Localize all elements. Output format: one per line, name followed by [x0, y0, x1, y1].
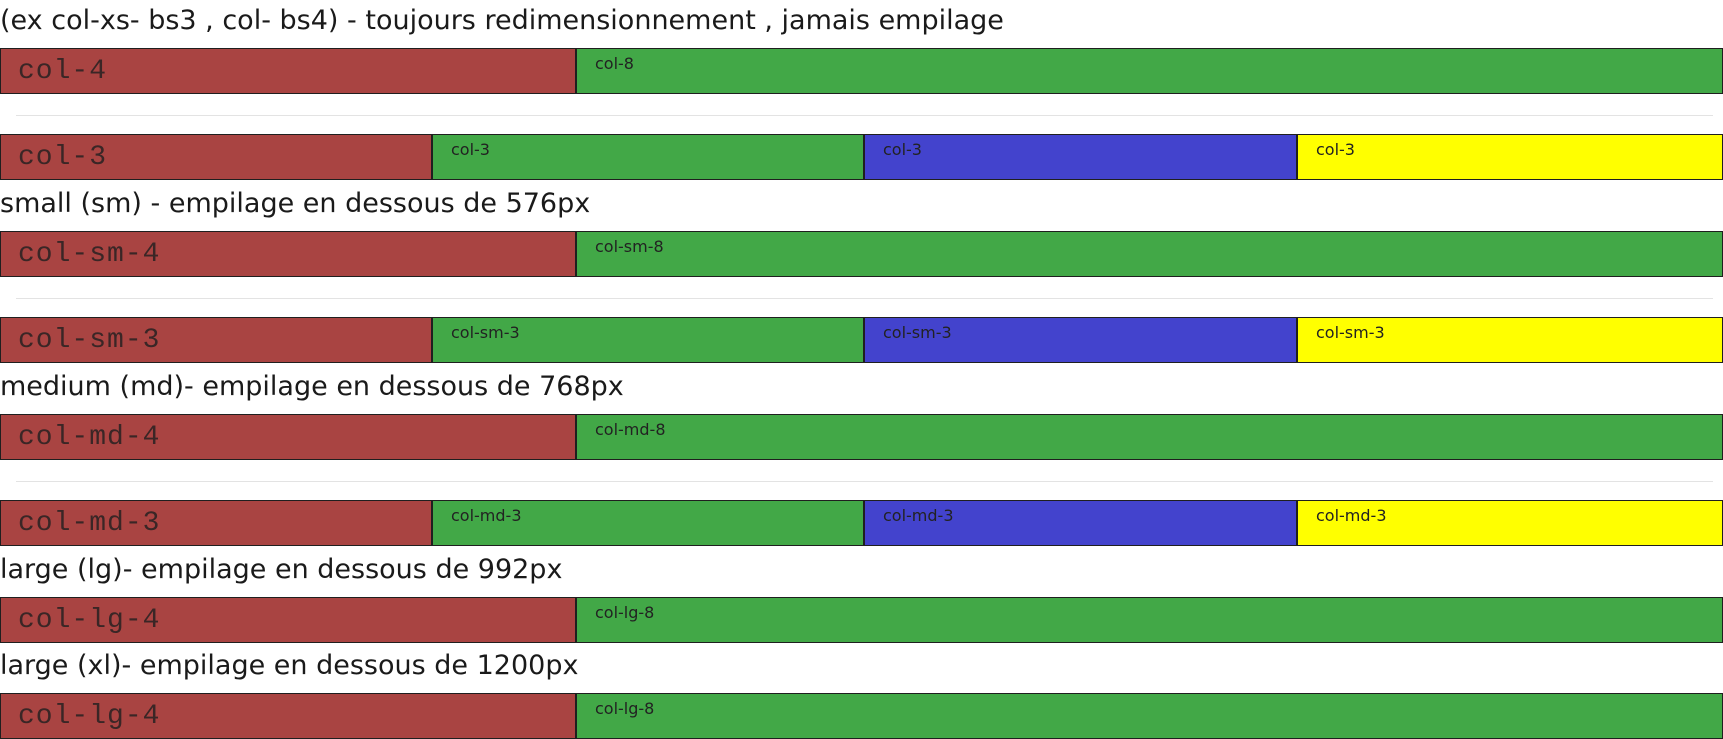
grid-column-col-sm-3-blue: col-sm-3 [864, 317, 1297, 363]
divider [16, 115, 1713, 116]
grid-column-col-lg-8: col-lg-8 [576, 693, 1723, 739]
divider [16, 481, 1713, 482]
grid-column-col-md-3-blue: col-md-3 [864, 500, 1297, 546]
grid-column-col-sm-3-green: col-sm-3 [432, 317, 864, 363]
section-heading-lg: large (lg)- empilage en dessous de 992px [0, 554, 563, 585]
grid-row-xl-4-8: col-lg-4 col-lg-8 [0, 693, 1723, 739]
grid-column-col-md-4: col-md-4 [0, 414, 576, 460]
grid-column-col-sm-8: col-sm-8 [576, 231, 1723, 277]
grid-column-col-4: col-4 [0, 48, 576, 94]
grid-row-md-4-8: col-md-4 col-md-8 [0, 414, 1723, 460]
grid-row-lg-4-8: col-lg-4 col-lg-8 [0, 597, 1723, 643]
grid-column-col-3-red: col-3 [0, 134, 432, 180]
grid-column-col-md-8: col-md-8 [576, 414, 1723, 460]
grid-row-xs-4-8: col-4 col-8 [0, 48, 1723, 94]
section-heading-md: medium (md)- empilage en dessous de 768p… [0, 371, 624, 402]
section-heading-sm: small (sm) - empilage en dessous de 576p… [0, 188, 591, 219]
grid-row-sm-3-3-3-3: col-sm-3 col-sm-3 col-sm-3 col-sm-3 [0, 317, 1723, 363]
grid-column-col-sm-3-yellow: col-sm-3 [1297, 317, 1723, 363]
grid-column-col-lg-4: col-lg-4 [0, 693, 576, 739]
grid-column-col-lg-4: col-lg-4 [0, 597, 576, 643]
grid-column-col-3-yellow: col-3 [1297, 134, 1723, 180]
grid-column-col-lg-8: col-lg-8 [576, 597, 1723, 643]
grid-column-col-3-blue: col-3 [864, 134, 1297, 180]
section-heading-xs: (ex col-xs- bs3 , col- bs4) - toujours r… [0, 5, 1004, 36]
grid-column-col-sm-4: col-sm-4 [0, 231, 576, 277]
grid-column-col-md-3-yellow: col-md-3 [1297, 500, 1723, 546]
grid-column-col-md-3-green: col-md-3 [432, 500, 864, 546]
grid-column-col-8: col-8 [576, 48, 1723, 94]
grid-column-col-md-3-red: col-md-3 [0, 500, 432, 546]
grid-row-xs-3-3-3-3: col-3 col-3 col-3 col-3 [0, 134, 1723, 180]
grid-row-md-3-3-3-3: col-md-3 col-md-3 col-md-3 col-md-3 [0, 500, 1723, 546]
section-heading-xl: large (xl)- empilage en dessous de 1200p… [0, 650, 579, 681]
grid-column-col-sm-3-red: col-sm-3 [0, 317, 432, 363]
divider [16, 298, 1713, 299]
grid-row-sm-4-8: col-sm-4 col-sm-8 [0, 231, 1723, 277]
grid-column-col-3-green: col-3 [432, 134, 864, 180]
